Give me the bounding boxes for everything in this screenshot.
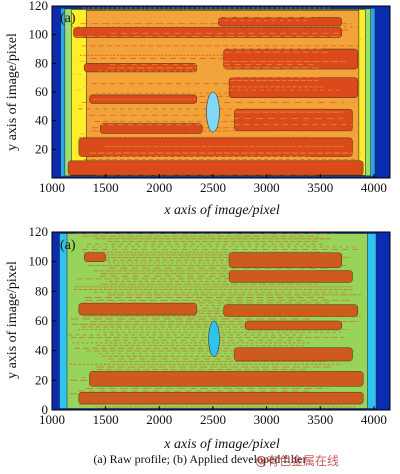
y-ticks: 0 20 40 60 80 100 120 xyxy=(29,224,56,417)
x-ticks: 1000 1500 2000 2500 3000 3500 4000 xyxy=(39,174,387,195)
plot-area xyxy=(52,232,390,410)
hot-band xyxy=(244,320,342,331)
y-tick-label: 0 xyxy=(42,402,49,417)
x-tick-label: 2500 xyxy=(200,180,226,195)
defect-region xyxy=(206,91,220,133)
y-tick-label: 120 xyxy=(29,224,49,239)
x-tick-label: 1000 xyxy=(39,412,65,427)
x-tick-label: 2000 xyxy=(146,412,172,427)
hot-band xyxy=(67,160,364,176)
x-tick-label: 1500 xyxy=(93,412,119,427)
hot-band xyxy=(223,48,359,70)
x-tick-label: 3500 xyxy=(307,412,333,427)
y-axis-label: y axis of image/pixel xyxy=(5,261,20,379)
x-tick-label: 4000 xyxy=(361,412,387,427)
hot-band xyxy=(218,17,342,27)
watermark: @有色金属在线 xyxy=(255,454,340,468)
y-tick-label: 100 xyxy=(29,27,49,42)
figure-caption: (a) Raw profile; (b) Applied developed f… xyxy=(93,452,307,466)
x-tick-label: 2500 xyxy=(200,412,226,427)
plot-area xyxy=(52,6,390,178)
panel-label: (a) xyxy=(60,11,76,26)
y-tick-label: 60 xyxy=(35,84,48,99)
y-ticks: 20 40 60 80 100 120 xyxy=(29,0,56,156)
x-tick-label: 3000 xyxy=(254,180,280,195)
panel-raw-profile: 1000 1500 2000 2500 3000 3500 4000 20 40 60 80 100… xyxy=(5,0,391,218)
x-tick-label: 2000 xyxy=(146,180,172,195)
panel-label: (a) xyxy=(60,238,76,253)
x-tick-label: 3000 xyxy=(254,412,280,427)
y-tick-label: 60 xyxy=(35,313,48,328)
hot-band xyxy=(228,77,359,98)
x-tick-label: 1000 xyxy=(39,180,65,195)
x-axis-label: x axis of image/pixel xyxy=(163,437,280,452)
x-tick-label: 3500 xyxy=(307,180,333,195)
y-tick-label: 100 xyxy=(29,254,49,269)
y-tick-label: 40 xyxy=(35,113,48,128)
panel-applied-filter: 1000 1500 2000 2500 3000 3500 4000 0 20 40 60 80 10… xyxy=(5,224,391,452)
hot-band xyxy=(78,392,364,405)
x-tick-label: 4000 xyxy=(361,180,387,195)
x-tick-label: 1500 xyxy=(93,180,119,195)
defect-region xyxy=(208,320,220,357)
x-axis-label: x axis of image/pixel xyxy=(163,203,280,218)
y-tick-label: 80 xyxy=(35,283,48,298)
y-tick-label: 20 xyxy=(35,141,48,156)
hot-band xyxy=(78,303,198,316)
hot-band xyxy=(89,371,364,387)
x-ticks: 1000 1500 2000 2500 3000 3500 4000 xyxy=(39,406,387,427)
y-tick-label: 20 xyxy=(35,372,48,387)
y-tick-label: 80 xyxy=(35,55,48,70)
y-tick-label: 120 xyxy=(29,0,49,13)
y-tick-label: 40 xyxy=(35,343,48,358)
y-axis-label: y axis of image/pixel xyxy=(5,33,20,151)
